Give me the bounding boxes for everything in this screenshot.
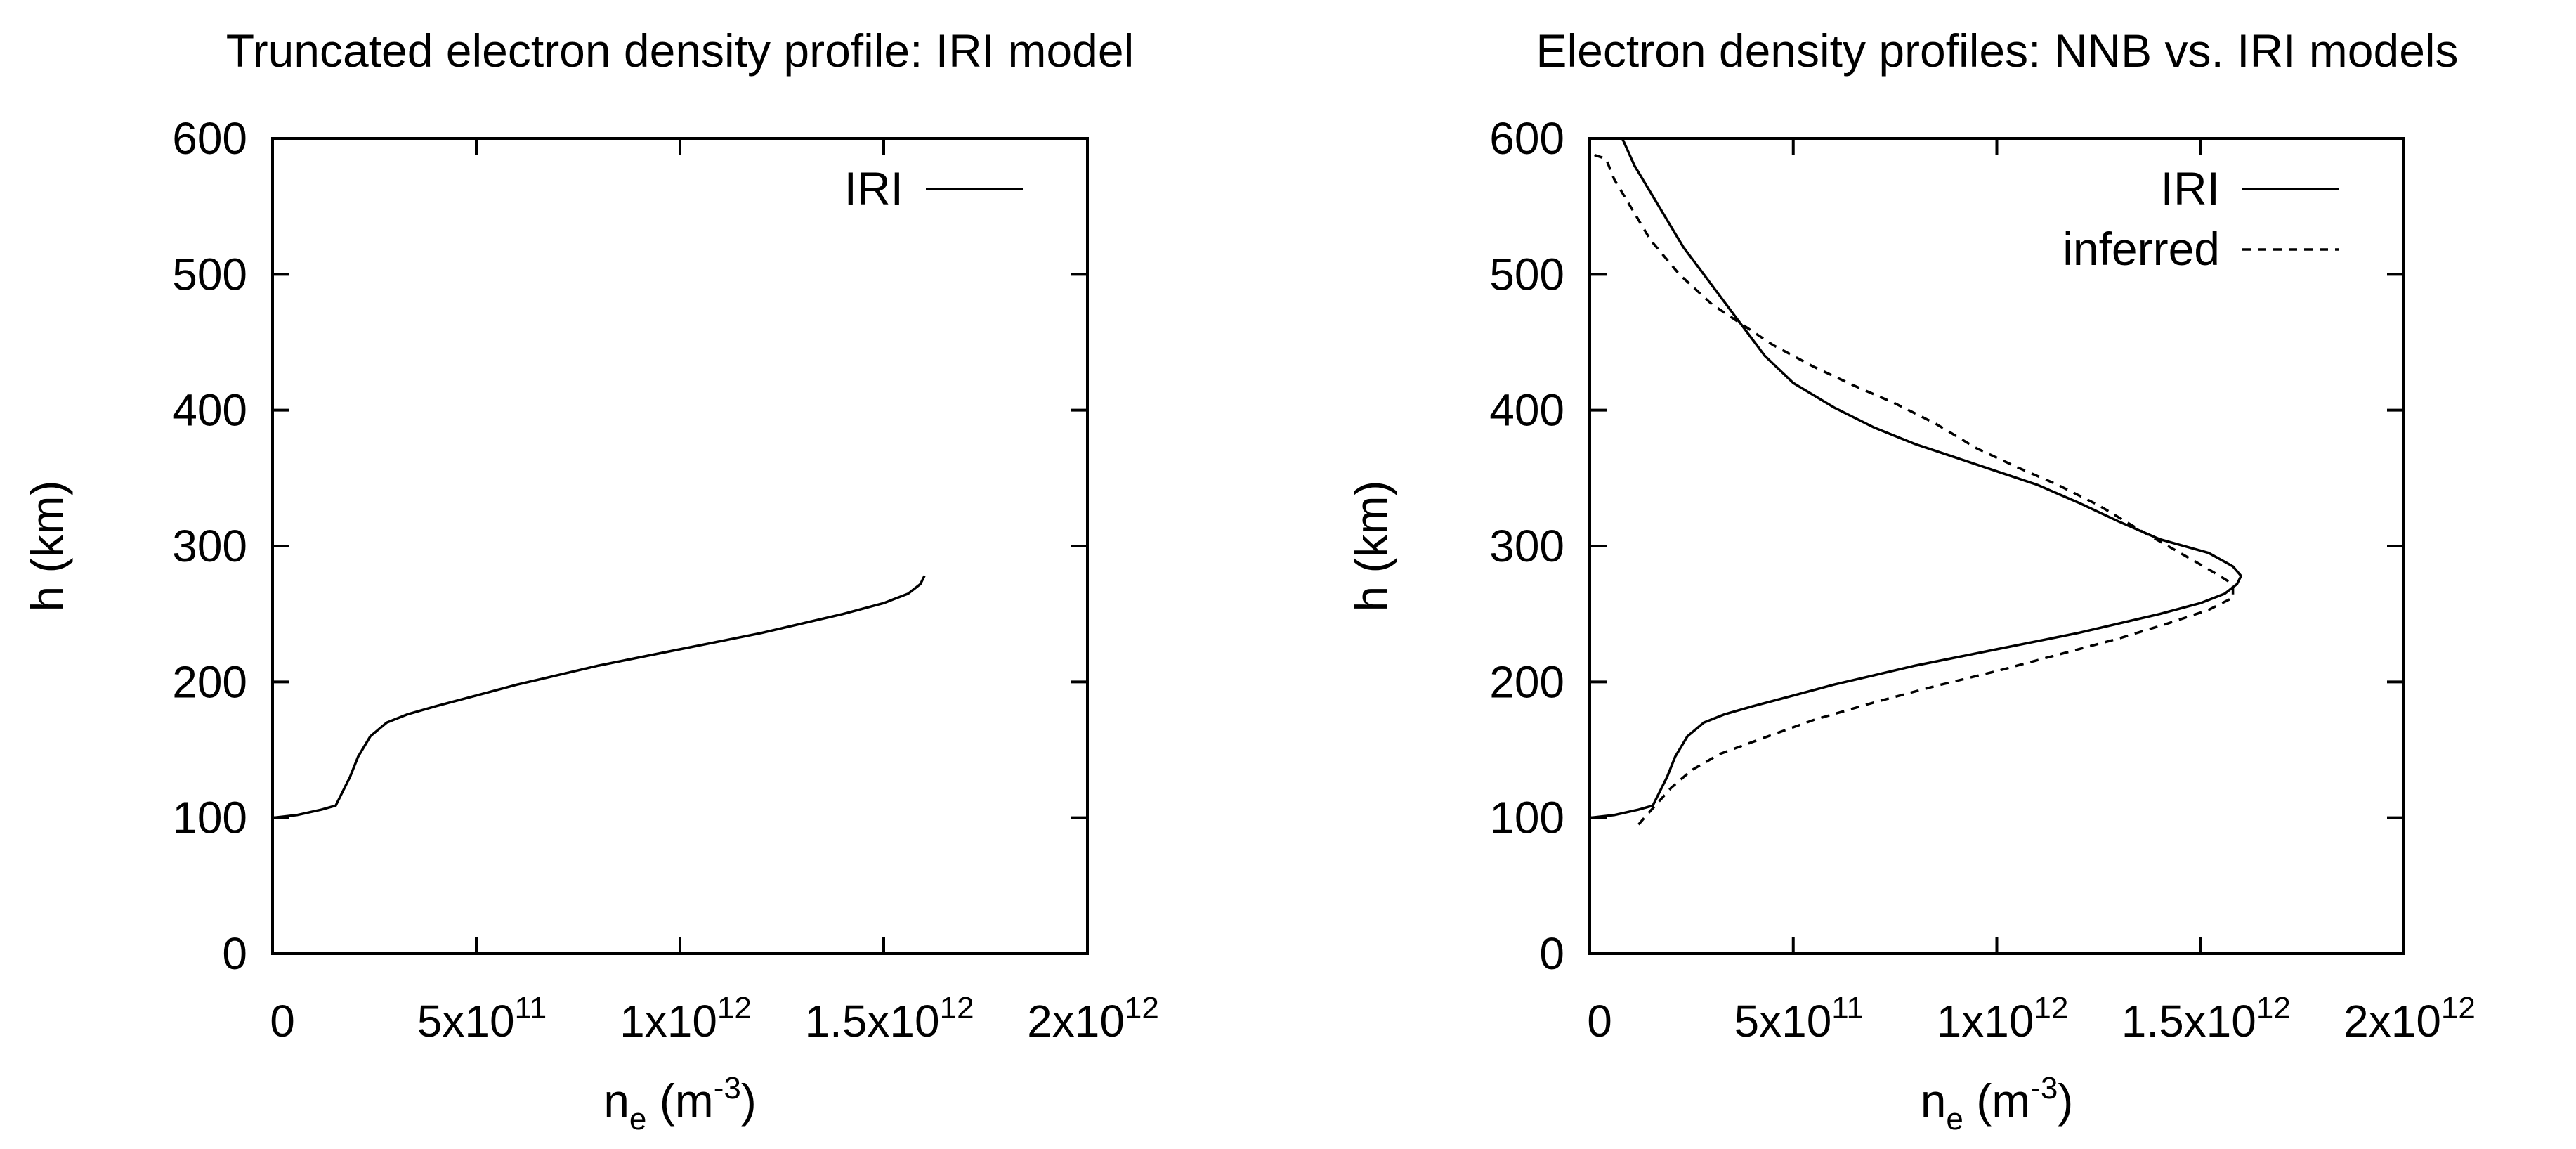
- y-tick-label: 400: [1489, 385, 1564, 436]
- x-tick-label: 1.5x1012: [804, 991, 974, 1046]
- y-tick-label: 500: [1489, 249, 1564, 299]
- chart-title: Truncated electron density profile: IRI …: [226, 25, 1135, 77]
- series-line-iri: [1589, 138, 2242, 819]
- chart-title: Electron density profiles: NNB vs. IRI m…: [1536, 25, 2458, 77]
- y-tick-label: 200: [172, 656, 247, 707]
- x-tick-label: 1x1012: [1937, 991, 2069, 1046]
- x-tick-label: 5x1011: [417, 991, 547, 1046]
- y-tick-label: 100: [1489, 793, 1564, 843]
- y-tick-label: 500: [172, 249, 247, 299]
- x-axis-label: ne (m-3): [603, 1071, 757, 1136]
- x-tick-label: 5x1011: [1734, 991, 1864, 1046]
- y-tick-label: 600: [1489, 113, 1564, 164]
- x-tick-label: 1x1012: [620, 991, 752, 1046]
- plot-frame: [271, 137, 1089, 955]
- y-axis-label: h (km): [21, 481, 73, 612]
- y-tick-label: 0: [1539, 928, 1564, 979]
- chart-panel-2: Electron density profiles: NNB vs. IRI m…: [1345, 25, 2476, 1136]
- y-axis-label: h (km): [1345, 481, 1397, 612]
- x-tick-label: 0: [270, 996, 295, 1046]
- x-tick-label: 1.5x1012: [2121, 991, 2291, 1046]
- series-line-iri: [272, 575, 926, 819]
- y-tick-label: 300: [172, 521, 247, 571]
- y-tick-label: 0: [222, 928, 247, 979]
- legend-label-iri: IRI: [2161, 162, 2220, 214]
- plot-frame: [1588, 137, 2405, 955]
- chart-panel-1: Truncated electron density profile: IRI …: [21, 25, 1159, 1136]
- y-tick-label: 100: [172, 793, 247, 843]
- x-tick-label: 2x1012: [1027, 991, 1159, 1046]
- y-tick-label: 400: [172, 385, 247, 436]
- y-tick-label: 600: [172, 113, 247, 164]
- legend-label-iri: IRI: [844, 162, 903, 214]
- x-axis-label: ne (m-3): [1921, 1071, 2074, 1136]
- legend-label-inferred: inferred: [2062, 223, 2220, 275]
- x-tick-label: 0: [1587, 996, 1612, 1046]
- x-tick-label: 2x1012: [2343, 991, 2476, 1046]
- y-tick-label: 200: [1489, 656, 1564, 707]
- y-tick-label: 300: [1489, 521, 1564, 571]
